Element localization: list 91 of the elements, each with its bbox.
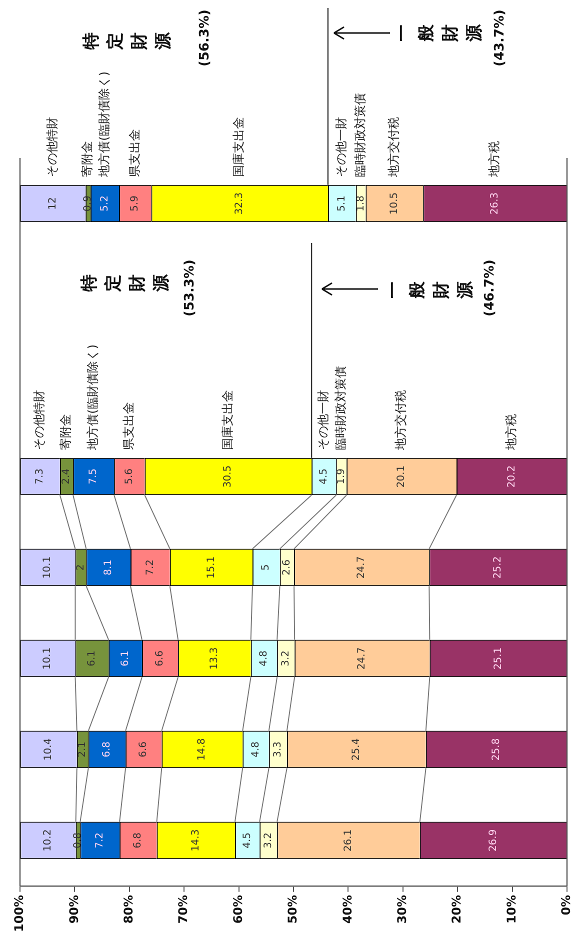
x-tick-label: 0% [559, 894, 574, 916]
data-label: 32.3 [234, 192, 246, 215]
data-label: 5.9 [130, 196, 141, 212]
data-label: 6.8 [132, 832, 144, 848]
text: 地方交付税 [394, 390, 408, 451]
annotation: (46.7%) [482, 260, 498, 316]
data-label: 7.2 [94, 832, 106, 848]
data-label: 20.2 [506, 465, 518, 488]
data-label: 26.3 [490, 192, 501, 215]
data-label: 4.5 [242, 832, 253, 848]
text: その他一財 [334, 116, 348, 177]
data-label: 7.5 [88, 468, 100, 484]
data-label: 2 [75, 564, 86, 571]
text: 臨時財政対策債 [352, 92, 367, 177]
text: 地方税 [487, 140, 502, 177]
data-label: 10.2 [42, 829, 54, 852]
data-label: 15.1 [206, 556, 217, 579]
data-label: 2.1 [77, 741, 88, 758]
data-label: 3.2 [280, 650, 292, 666]
data-label: 4.8 [250, 741, 262, 758]
data-label: 25.1 [492, 647, 504, 670]
data-label: 0.8 [72, 832, 84, 848]
data-label: 3.2 [262, 832, 274, 848]
data-label: 26.9 [488, 829, 500, 852]
x-tick-label: 60% [230, 894, 245, 924]
data-label: 5.1 [336, 196, 348, 212]
data-label: 5.6 [124, 468, 135, 484]
x-tick-label: 70% [176, 894, 190, 924]
annotation: 特定財源 [79, 274, 172, 292]
text: 特定財源 [81, 32, 174, 50]
text: 県支出金 [127, 128, 142, 177]
data-label: 7.2 [144, 560, 156, 576]
x-tick-label: 50% [286, 894, 300, 924]
data-label: 2.6 [282, 560, 293, 576]
data-label: 3.3 [272, 741, 284, 758]
data-label: 10.1 [42, 556, 54, 579]
data-label: 4.8 [258, 650, 270, 666]
data-label: 24.7 [356, 556, 368, 579]
text: 国庫支出金 [220, 390, 234, 450]
data-label: 14.8 [196, 738, 208, 761]
text: 臨時財政対策債 [333, 366, 348, 450]
data-label: 25.2 [492, 556, 504, 579]
data-label: 5.2 [99, 196, 110, 212]
data-label: 7.3 [34, 468, 46, 484]
text: 寄附金 [58, 414, 73, 450]
data-label: 0.9 [82, 196, 94, 212]
data-label: 10.4 [43, 738, 54, 761]
data-label: 1.8 [355, 196, 366, 212]
annotation: (53.3%) [182, 260, 198, 316]
x-tick-label: 30% [395, 894, 410, 924]
data-label: 6.1 [86, 650, 98, 666]
data-label: 30.5 [222, 465, 234, 488]
text: その他特財 [32, 390, 46, 450]
text: その他特財 [44, 116, 59, 177]
text: (43.7%) [492, 10, 508, 66]
data-label: 14.3 [190, 829, 202, 852]
data-label: 6.6 [138, 741, 150, 758]
text: 地方交付税 [386, 116, 401, 177]
data-label: 10.1 [42, 647, 54, 670]
x-tick-label: 10% [504, 894, 518, 924]
data-label: 12 [47, 197, 58, 210]
x-tick-label: 40% [340, 894, 354, 924]
data-label: 25.8 [491, 738, 502, 761]
x-tick-label: 20% [450, 894, 464, 924]
x-tick-label: 100% [12, 894, 26, 932]
text: 寄附金 [80, 140, 94, 177]
data-label: 4.5 [318, 468, 330, 484]
data-label: 6.6 [154, 650, 166, 666]
data-label: 1.9 [336, 468, 347, 484]
text: 国庫支出金 [232, 116, 246, 177]
data-label: 25.4 [351, 738, 362, 761]
text: 地方債(臨財債除く) [86, 344, 100, 451]
data-label: 13.3 [209, 647, 220, 670]
data-label: 2.4 [61, 468, 72, 484]
text: 地方債(臨財債除く) [96, 71, 111, 177]
data-label: 24.7 [356, 647, 368, 670]
data-label: 20.1 [396, 465, 408, 488]
data-label: 26.1 [343, 829, 354, 852]
annotation: 一般財源 [383, 280, 476, 300]
data-label: 10.5 [389, 192, 400, 215]
data-label: 6.8 [102, 741, 113, 758]
text: その他一財 [316, 390, 330, 450]
text: 地方税 [504, 414, 518, 451]
text: 県支出金 [122, 402, 136, 450]
x-tick-label: 80% [122, 894, 136, 924]
data-label: 5 [260, 564, 272, 571]
data-label: 6.1 [120, 650, 131, 666]
x-tick-label: 90% [66, 894, 81, 924]
data-label: 8.1 [102, 560, 114, 576]
text: (56.3%) [197, 10, 212, 66]
text: 一般財源 [392, 24, 484, 42]
